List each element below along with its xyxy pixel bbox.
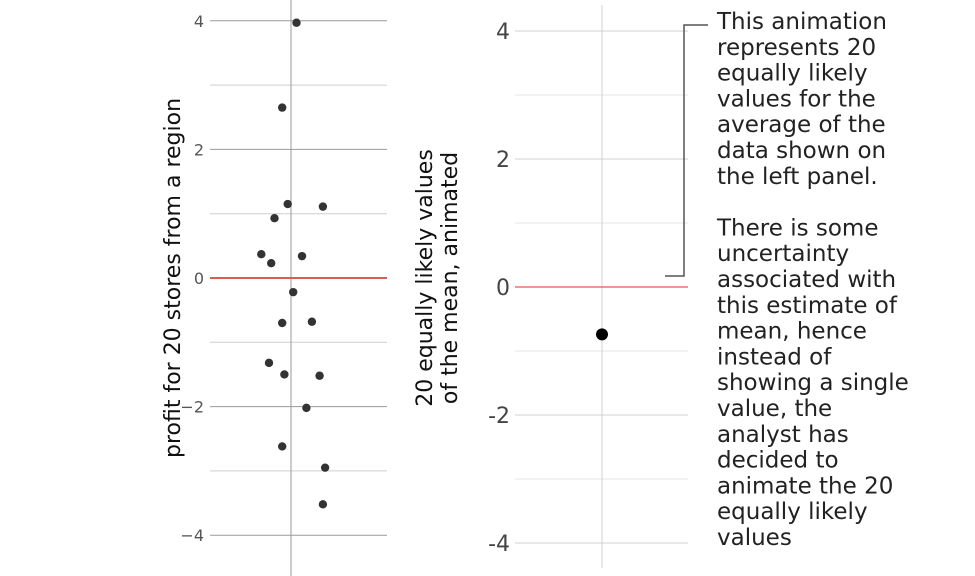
data-point xyxy=(280,370,289,379)
data-point xyxy=(289,287,298,297)
annotation-line: uncertainty xyxy=(717,241,849,267)
y-tick-label: −2 xyxy=(180,398,204,417)
data-point xyxy=(278,442,287,451)
y-tick-label: 4 xyxy=(496,20,510,45)
y-tick-label: 0 xyxy=(194,269,204,288)
annotation: This animation represents 20 equally likel… xyxy=(665,9,909,551)
annotation-line: There is some xyxy=(716,215,878,241)
y-axis-label-line: of the mean, animated xyxy=(438,152,463,404)
data-point xyxy=(267,259,276,268)
annotation-line: this estimate of xyxy=(717,293,898,319)
annotation-line: represents 20 xyxy=(717,35,876,61)
data-point xyxy=(278,318,287,328)
annotation-line: equally likely xyxy=(717,499,868,525)
annotation-line: equally likely xyxy=(717,61,868,87)
y-tick-label: -4 xyxy=(488,532,510,557)
y-axis-label-line: 20 equally likely values xyxy=(413,149,438,407)
annotation-line: showing a single xyxy=(717,370,909,396)
annotation-line: decided to xyxy=(717,448,839,474)
annotation-line: instead of xyxy=(717,344,832,370)
data-point xyxy=(264,358,274,368)
y-tick-label: −4 xyxy=(180,526,204,545)
annotation-line: average of the xyxy=(717,112,886,138)
annotation-bracket xyxy=(665,24,708,277)
y-tick-label: 2 xyxy=(194,140,204,159)
right-panel: 4 2 0 -2 -4 20 equally likely valuesof the me… xyxy=(413,5,688,568)
annotation-line: values xyxy=(717,525,792,551)
annotation-line: animate the 20 xyxy=(717,473,893,499)
left-panel: 4 2 0 −2 −4 profit for 20 stores from a regio… xyxy=(161,0,387,576)
annotation-line: value, the xyxy=(717,396,832,422)
y-axis-label: profit for 20 stores from a region xyxy=(161,98,186,458)
y-axis-label: 20 equally likely valuesof the mean, ani… xyxy=(413,149,463,407)
annotation-line: analyst has xyxy=(717,422,849,448)
y-tick-label: 2 xyxy=(496,148,510,173)
annotation-line: values for the xyxy=(717,86,876,112)
annotation-line: data shown on xyxy=(717,138,886,164)
data-point xyxy=(320,463,330,472)
annotation-line: mean, hence xyxy=(717,319,867,345)
data-point xyxy=(270,214,279,223)
annotation-line: This animation xyxy=(716,9,887,35)
data-point xyxy=(315,371,324,380)
annotation-line: the left panel. xyxy=(717,164,878,190)
data-point xyxy=(318,500,328,509)
data-point xyxy=(302,403,311,413)
y-tick-label: -2 xyxy=(488,404,510,429)
data-point xyxy=(283,199,292,209)
annotation-text: This animation represents 20 equally likel… xyxy=(716,9,909,551)
data-point xyxy=(318,202,328,211)
y-tick-label: 0 xyxy=(496,276,510,301)
data-point xyxy=(278,103,287,112)
annotation-line: associated with xyxy=(717,267,896,293)
y-tick-label: 4 xyxy=(194,12,204,31)
data-point xyxy=(307,317,317,326)
data-point xyxy=(292,18,301,27)
mean-point xyxy=(596,328,608,341)
data-point xyxy=(257,250,266,259)
data-point xyxy=(297,251,307,261)
